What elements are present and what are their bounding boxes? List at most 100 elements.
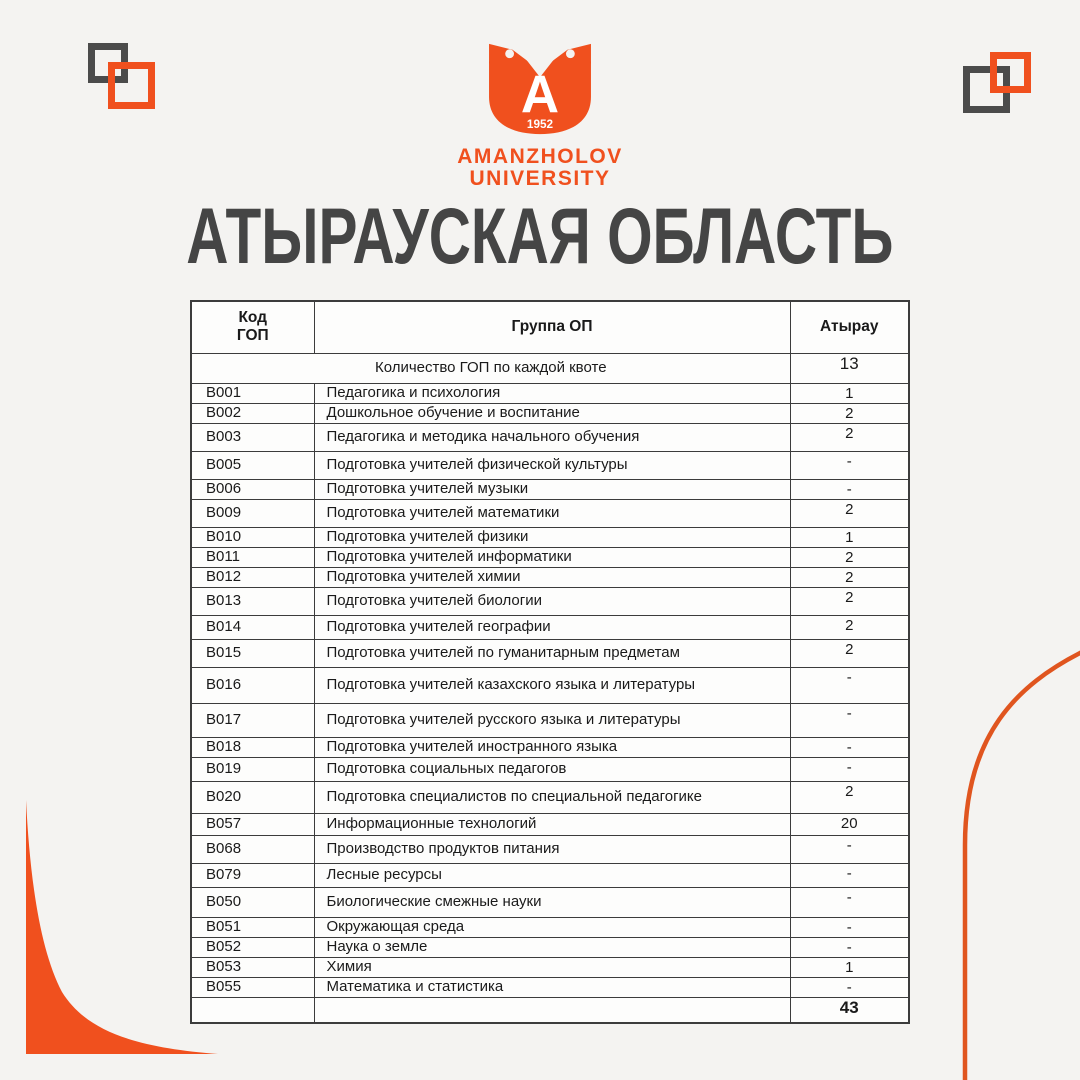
atyrau-value-cell: - (789, 450, 910, 480)
program-cell: Подготовка учителей биологии (313, 586, 791, 616)
program-cell: Биологические смежные науки (313, 886, 791, 918)
program-cell: Дошкольное обучение и воспитание (313, 402, 791, 424)
program-cell: Наука о земле (313, 936, 791, 958)
university-logo-icon: A 1952 (489, 43, 591, 135)
program-cell: Подготовка учителей физики (313, 526, 791, 548)
brand-block: A 1952 AMANZHOLOV UNIVERSITY (0, 40, 1080, 190)
program-cell: Подготовка социальных педагогов (313, 756, 791, 782)
gop-code-cell: B057 (190, 812, 315, 836)
atyrau-value-cell: 1 (789, 526, 910, 548)
top-left-orange-square-icon (108, 62, 155, 109)
table-row: B053 Химия 1 (190, 956, 910, 978)
table-row: B019 Подготовка социальных педагогов - (190, 756, 910, 782)
header-gop-code: Код ГОП (190, 300, 315, 354)
program-cell: Педагогика и методика начального обучени… (313, 422, 791, 452)
program-cell: Подготовка учителей русского языка и лит… (313, 702, 791, 738)
atyrau-value-cell: 2 (789, 546, 910, 568)
quota-table-section: Код ГОП Группа ОП Атырау Количество ГОП … (190, 300, 910, 1024)
table-row: B002 Дошкольное обучение и воспитание 2 (190, 402, 910, 424)
gop-code-cell: B016 (190, 666, 315, 704)
university-name-line1: AMANZHOLOV (457, 145, 623, 168)
gop-code-cell: B018 (190, 736, 315, 758)
program-cell: Подготовка учителей информатики (313, 546, 791, 568)
total-row: 43 (190, 996, 910, 1024)
program-cell: Математика и статистика (313, 976, 791, 998)
quota-row-value: 13 (789, 352, 910, 384)
program-cell: Химия (313, 956, 791, 978)
table-row: B051 Окружающая среда - (190, 916, 910, 938)
header-region: Атырау (789, 300, 910, 354)
atyrau-value-cell: 2 (789, 780, 910, 814)
program-cell: Подготовка учителей казахского языка и л… (313, 666, 791, 704)
table-row: B005 Подготовка учителей физической культ… (190, 450, 910, 480)
program-cell: Подготовка учителей математики (313, 498, 791, 528)
table-row: B055 Математика и статистика - (190, 976, 910, 998)
gop-code-cell: B010 (190, 526, 315, 548)
atyrau-value-cell: 2 (789, 498, 910, 528)
table-row: B014 Подготовка учителей географии 2 (190, 614, 910, 640)
university-name-line2: UNIVERSITY (469, 167, 611, 191)
gop-code-cell: B006 (190, 478, 315, 500)
table-row: B012 Подготовка учителей химии 2 (190, 566, 910, 588)
gop-code-cell: B012 (190, 566, 315, 588)
program-cell: Подготовка учителей по гуманитарным пред… (313, 638, 791, 668)
table-row: B017 Подготовка учителей русского языка и… (190, 702, 910, 738)
table-row: B057 Информационные технологий 20 (190, 812, 910, 836)
table-row: B015 Подготовка учителей по гуманитарным … (190, 638, 910, 668)
bottom-right-arc-line (962, 650, 1080, 1080)
atyrau-value-cell: - (789, 936, 910, 958)
gop-code-cell: B003 (190, 422, 315, 452)
program-cell (313, 996, 791, 1024)
atyrau-value-cell: - (789, 702, 910, 738)
program-cell: Лесные ресурсы (313, 862, 791, 888)
table-row: B020 Подготовка специалистов по специальн… (190, 780, 910, 814)
atyrau-value-cell: 2 (789, 586, 910, 616)
gop-code-cell: B014 (190, 614, 315, 640)
gop-code-cell: B052 (190, 936, 315, 958)
atyrau-value-cell: 2 (789, 422, 910, 452)
table-row: B013 Подготовка учителей биологии 2 (190, 586, 910, 616)
gop-code-cell: B020 (190, 780, 315, 814)
atyrau-value-cell: 2 (789, 566, 910, 588)
program-cell: Подготовка учителей химии (313, 566, 791, 588)
atyrau-value-cell: 1 (789, 382, 910, 404)
atyrau-value-cell: - (789, 886, 910, 918)
atyrau-value-cell: 20 (789, 812, 910, 836)
quota-table: Код ГОП Группа ОП Атырау Количество ГОП … (190, 300, 910, 1024)
table-row: B009 Подготовка учителей математики 2 (190, 498, 910, 528)
atyrau-value-cell: - (789, 834, 910, 864)
program-cell: Педагогика и психология (313, 382, 791, 404)
gop-code-cell: B017 (190, 702, 315, 738)
atyrau-value-cell: 2 (789, 614, 910, 640)
gop-code-cell: B005 (190, 450, 315, 480)
header-program-group: Группа ОП (313, 300, 791, 354)
table-row: B052 Наука о земле - (190, 936, 910, 958)
gop-code-cell: B053 (190, 956, 315, 978)
table-row: B011 Подготовка учителей информатики 2 (190, 546, 910, 568)
table-header-row: Код ГОП Группа ОП Атырау (190, 300, 910, 354)
program-cell: Производство продуктов питания (313, 834, 791, 864)
gop-code-cell: B019 (190, 756, 315, 782)
program-cell: Подготовка специалистов по специальной п… (313, 780, 791, 814)
program-cell: Подготовка учителей географии (313, 614, 791, 640)
table-row: B016 Подготовка учителей казахского языка… (190, 666, 910, 704)
table-row: B068 Производство продуктов питания - (190, 834, 910, 864)
gop-code-cell: B002 (190, 402, 315, 424)
atyrau-value-cell: 2 (789, 402, 910, 424)
logo-monogram: A (521, 66, 559, 125)
table-row: B010 Подготовка учителей физики 1 (190, 526, 910, 548)
atyrau-value-cell: - (789, 736, 910, 758)
gop-code-cell: B001 (190, 382, 315, 404)
gop-code-cell (190, 996, 315, 1024)
atyrau-value-cell: - (789, 976, 910, 998)
gop-code-cell: B050 (190, 886, 315, 918)
table-row: B006 Подготовка учителей музыки - (190, 478, 910, 500)
atyrau-value-cell: - (789, 756, 910, 782)
table-row: B050 Биологические смежные науки - (190, 886, 910, 918)
table-row: B001 Педагогика и психология 1 (190, 382, 910, 404)
gop-code-cell: B009 (190, 498, 315, 528)
atyrau-value-cell: 1 (789, 956, 910, 978)
program-cell: Подготовка учителей физической культуры (313, 450, 791, 480)
top-right-orange-square-icon (990, 52, 1031, 93)
